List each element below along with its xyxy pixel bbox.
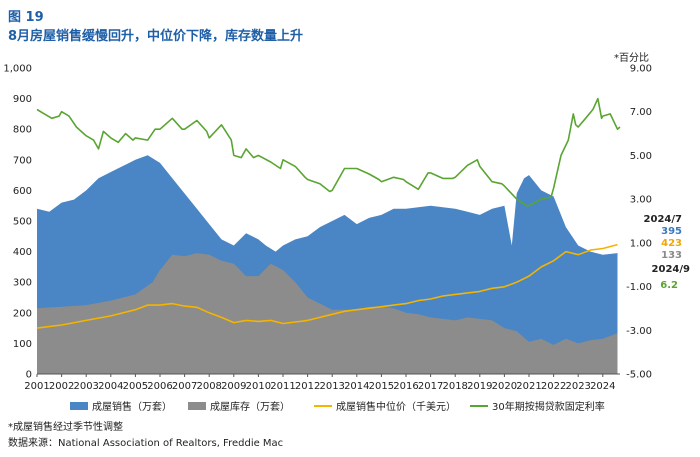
left-tick-label: 300 bbox=[13, 278, 32, 289]
legend-label-sales: 成屋销售（万套） bbox=[92, 402, 172, 413]
annotation-date-2: 2024/9 bbox=[652, 264, 690, 275]
annotation-sales-value: 395 bbox=[661, 226, 682, 237]
legend-item-price: 成屋销售中位价（千美元） bbox=[314, 398, 456, 413]
x-tick-label: 2023 bbox=[565, 381, 590, 392]
annotation-date-1: 2024/7 bbox=[644, 214, 682, 225]
footnote: *成屋销售经过季节性调整 bbox=[8, 422, 123, 433]
left-tick-label: 100 bbox=[13, 339, 32, 350]
x-tick-label: 2001 bbox=[24, 381, 49, 392]
legend-label-inventory: 成屋库存（万套） bbox=[210, 402, 290, 413]
left-tick-label: 800 bbox=[13, 125, 32, 136]
source-note: 数据来源：National Association of Realtors, F… bbox=[8, 438, 284, 449]
legend: 成屋销售（万套） 成屋库存（万套） 成屋销售中位价（千美元） 30年期按揭贷款固… bbox=[0, 398, 700, 413]
left-tick-label: 400 bbox=[13, 247, 32, 258]
left-tick-label: 600 bbox=[13, 186, 32, 197]
x-tick-label: 2015 bbox=[369, 381, 394, 392]
x-tick-label: 2019 bbox=[467, 381, 492, 392]
x-tick-label: 2004 bbox=[98, 381, 123, 392]
right-tick-label: 1.00 bbox=[630, 238, 652, 249]
x-tick-label: 2018 bbox=[442, 381, 467, 392]
annotation-inventory-value: 133 bbox=[661, 250, 682, 261]
right-tick-label: 3.00 bbox=[630, 195, 652, 206]
plot-areas bbox=[37, 155, 618, 374]
left-tick-label: 200 bbox=[13, 308, 32, 319]
x-tick-label: 2010 bbox=[246, 381, 271, 392]
left-tick-label: 0 bbox=[26, 370, 32, 381]
right-axis-label: *百分比 bbox=[614, 52, 649, 64]
left-tick-label: 1,000 bbox=[3, 64, 32, 75]
x-tick-label: 2012 bbox=[295, 381, 320, 392]
chart-title: 8月房屋销售缓慢回升，中位价下降，库存数量上升 bbox=[8, 29, 304, 44]
x-tick-label: 2002 bbox=[49, 381, 74, 392]
legend-swatch-price bbox=[314, 404, 332, 407]
x-tick-label: 2007 bbox=[172, 381, 197, 392]
figure-label: 图 19 bbox=[8, 10, 44, 25]
legend-swatch-sales bbox=[70, 401, 88, 410]
x-tick-label: 2008 bbox=[196, 381, 221, 392]
legend-item-sales: 成屋销售（万套） bbox=[70, 398, 172, 413]
legend-item-inventory: 成屋库存（万套） bbox=[188, 398, 290, 413]
left-axis-ticks: 0 100 200 300 400 500 600 700 800 900 1,000 bbox=[3, 64, 32, 381]
x-axis-ticks: 2001 2002 2003 2004 2005 2006 2007 2008 2009 2010… bbox=[24, 374, 616, 392]
legend-label-rate: 30年期按揭贷款固定利率 bbox=[492, 402, 605, 413]
annotation-price-value: 423 bbox=[661, 238, 682, 249]
x-tick-label: 2021 bbox=[516, 381, 541, 392]
right-tick-label: -3.00 bbox=[626, 326, 652, 337]
x-tick-label: 2020 bbox=[492, 381, 517, 392]
legend-label-price: 成屋销售中位价（千美元） bbox=[336, 402, 456, 413]
left-tick-label: 700 bbox=[13, 155, 32, 166]
x-tick-label: 2013 bbox=[319, 381, 344, 392]
right-axis-ticks: -5.00 -3.00 -1.00 1.00 3.00 5.00 7.00 9.00 bbox=[626, 64, 652, 381]
series-2-line bbox=[36, 243, 618, 329]
x-tick-label: 2003 bbox=[73, 381, 98, 392]
x-tick-label: 2022 bbox=[541, 381, 566, 392]
x-tick-label: 2024 bbox=[590, 381, 615, 392]
x-tick-label: 2006 bbox=[147, 381, 172, 392]
x-tick-label: 2011 bbox=[270, 381, 295, 392]
left-tick-label: 900 bbox=[13, 94, 32, 105]
x-tick-label: 2014 bbox=[344, 381, 369, 392]
right-tick-label: 9.00 bbox=[630, 64, 652, 75]
right-tick-label: -5.00 bbox=[626, 370, 652, 381]
right-tick-label: 5.00 bbox=[630, 151, 652, 162]
x-tick-label: 2017 bbox=[418, 381, 443, 392]
right-tick-label: 7.00 bbox=[630, 107, 652, 118]
legend-item-rate: 30年期按揭贷款固定利率 bbox=[470, 398, 605, 413]
left-tick-label: 500 bbox=[13, 217, 32, 228]
x-tick-label: 2016 bbox=[393, 381, 418, 392]
right-tick-label: -1.00 bbox=[626, 282, 652, 293]
legend-swatch-rate bbox=[470, 404, 488, 407]
series-1-area bbox=[37, 253, 618, 374]
x-tick-label: 2005 bbox=[123, 381, 148, 392]
series-3-line bbox=[36, 97, 621, 207]
x-tick-label: 2009 bbox=[221, 381, 246, 392]
plot-lines bbox=[36, 97, 621, 329]
annotation-rate-value: 6.2 bbox=[660, 280, 678, 291]
legend-swatch-inventory bbox=[188, 401, 206, 410]
